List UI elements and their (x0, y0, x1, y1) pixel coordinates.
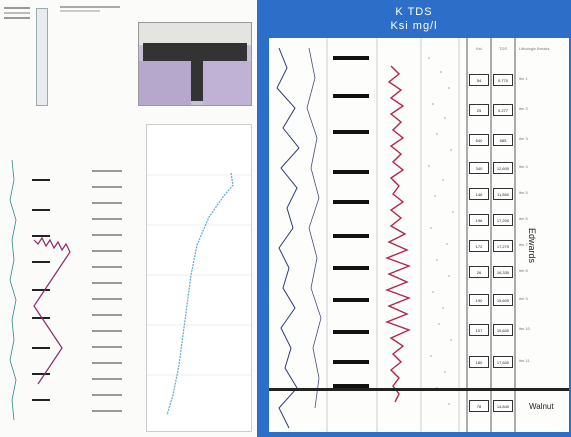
table-row-7-c: itm 8 (519, 268, 528, 273)
table-row-8-b: 15,600 (493, 294, 513, 306)
table-row-0-b: 0.770 (493, 74, 513, 86)
depth-scale-strip (36, 8, 48, 106)
table-row-10-c: itm 11 (519, 358, 530, 363)
left-panel (0, 0, 257, 437)
table-row-3-c: itm 4 (519, 164, 528, 169)
left-table-svg (92, 170, 122, 412)
bottom-formation-label: Walnut (529, 402, 554, 411)
table-row-7-b: 16,330 (493, 266, 513, 278)
lithology-ticks (333, 56, 369, 388)
table-row-1-b: 0.277 (493, 104, 513, 116)
navy-log-curve-2 (306, 47, 322, 409)
header-text-block (4, 4, 30, 44)
table-row-4-c: itm 5 (519, 190, 528, 195)
table-row-5-c: itm 6 (519, 216, 528, 221)
table-row-8-a: 190 (469, 294, 489, 306)
table-row-6-b: 17,270 (493, 240, 513, 252)
table-row-7-a: 26 (469, 266, 489, 278)
formation-boundary (269, 388, 569, 391)
log-plot-area: Ksi TDS Lithologic Breaks 54 0.770 itm 1… (269, 38, 569, 432)
table-row-8-c: itm 9 (519, 296, 528, 301)
table-row-3-b: 12,600 (493, 162, 513, 174)
left-table-strip (88, 170, 126, 420)
table-row-5-a: 196 (469, 214, 489, 226)
table-row-4-b: 11,560 (493, 188, 513, 200)
table-row-10-b: 17,600 (493, 356, 513, 368)
table-row-3-a: 340 (469, 162, 489, 174)
table-row-2-c: itm 3 (519, 136, 528, 141)
table-header-ksi: Ksi (476, 46, 482, 51)
core-photo (138, 22, 252, 106)
table-row-9-b: 15,600 (493, 324, 513, 336)
navy-log-curve (276, 47, 300, 429)
left-gamma-curve (33, 236, 71, 385)
header-text-block-2 (60, 4, 130, 18)
table-row-11-b: 14,840 (493, 400, 513, 412)
table-row-5-b: 17,200 (493, 214, 513, 226)
header-line-1: K TDS (395, 6, 433, 18)
table-row-4-a: 146 (469, 188, 489, 200)
left-scatter-svg (147, 172, 251, 416)
table-header-tds: TDS (499, 46, 507, 51)
right-panel: K TDS Ksi mg/l (257, 0, 571, 437)
left-log-svg (9, 159, 71, 421)
red-gamma-curve (385, 65, 411, 403)
table-row-2-b: 685 (493, 134, 513, 146)
scatter-speckles (428, 57, 454, 405)
left-depth-trend (166, 172, 234, 416)
table-row-9-c: itm 10 (519, 326, 530, 331)
table-row-6-c: itm 7 (519, 242, 528, 247)
table-row-6-a: 172 (469, 240, 489, 252)
table-row-0-a: 54 (469, 74, 489, 86)
table-header-breaks: Lithologic Breaks (519, 46, 550, 51)
formation-label: Edwards (527, 228, 537, 264)
table-row-10-a: 180 (469, 356, 489, 368)
table-row-1-c: itm 2 (519, 106, 528, 111)
left-lithology-ticks (32, 179, 50, 401)
table-row-2-a: 640 (469, 134, 489, 146)
header-line-2: Ksi mg/l (390, 20, 438, 32)
left-log-track (4, 159, 74, 428)
left-teal-curve (9, 159, 17, 421)
table-row-11-a: 78 (469, 400, 489, 412)
table-row-1-a: 25 (469, 104, 489, 116)
log-plot-svg (269, 38, 569, 432)
table-row-9-a: 107 (469, 324, 489, 336)
table-row-0-c: itm 1 (519, 76, 528, 81)
left-scatter-plot (146, 124, 252, 432)
